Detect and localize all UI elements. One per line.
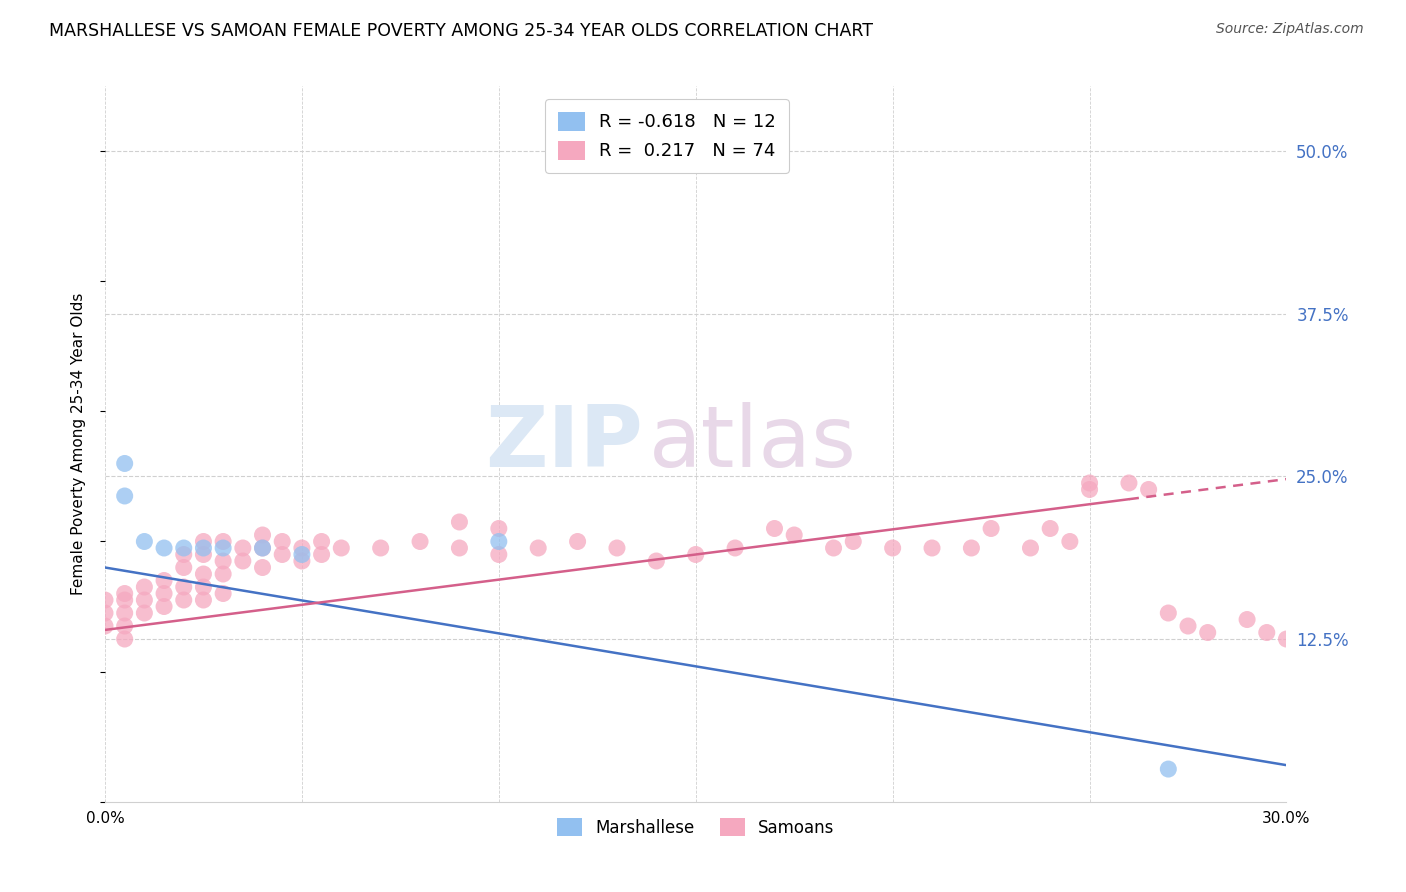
Point — [94, 619, 117, 633]
Point — [449, 515, 471, 529]
Point — [193, 567, 215, 582]
Point — [153, 541, 176, 555]
Point — [134, 580, 156, 594]
Point — [882, 541, 904, 555]
Point — [763, 521, 786, 535]
Point — [311, 548, 333, 562]
Point — [153, 586, 176, 600]
Point — [94, 593, 117, 607]
Point — [1078, 475, 1101, 490]
Point — [173, 548, 195, 562]
Point — [1118, 475, 1140, 490]
Point — [193, 580, 215, 594]
Point — [921, 541, 943, 555]
Point — [488, 548, 510, 562]
Point — [193, 593, 215, 607]
Point — [252, 541, 274, 555]
Point — [134, 593, 156, 607]
Point — [1059, 534, 1081, 549]
Point — [212, 541, 235, 555]
Point — [153, 574, 176, 588]
Point — [449, 541, 471, 555]
Point — [1078, 483, 1101, 497]
Point — [1019, 541, 1042, 555]
Point — [724, 541, 747, 555]
Y-axis label: Female Poverty Among 25-34 Year Olds: Female Poverty Among 25-34 Year Olds — [72, 293, 86, 595]
Point — [232, 554, 254, 568]
Point — [1275, 632, 1298, 646]
Point — [193, 534, 215, 549]
Point — [114, 593, 136, 607]
Text: ZIP: ZIP — [485, 402, 643, 485]
Point — [212, 534, 235, 549]
Point — [960, 541, 983, 555]
Point — [980, 521, 1002, 535]
Point — [173, 560, 195, 574]
Point — [271, 548, 294, 562]
Point — [291, 541, 314, 555]
Point — [685, 548, 707, 562]
Point — [114, 606, 136, 620]
Point — [606, 541, 628, 555]
Point — [193, 548, 215, 562]
Point — [134, 606, 156, 620]
Point — [212, 554, 235, 568]
Point — [783, 528, 806, 542]
Point — [291, 548, 314, 562]
Text: atlas: atlas — [648, 402, 856, 485]
Point — [134, 534, 156, 549]
Point — [488, 534, 510, 549]
Point — [842, 534, 865, 549]
Point — [1039, 521, 1062, 535]
Point — [409, 534, 432, 549]
Point — [94, 606, 117, 620]
Point — [271, 534, 294, 549]
Point — [1137, 483, 1160, 497]
Point — [193, 541, 215, 555]
Point — [527, 541, 550, 555]
Point — [1177, 619, 1199, 633]
Point — [232, 541, 254, 555]
Point — [1157, 762, 1180, 776]
Point — [173, 580, 195, 594]
Point — [1157, 606, 1180, 620]
Point — [212, 567, 235, 582]
Point — [114, 457, 136, 471]
Point — [567, 534, 589, 549]
Point — [1236, 613, 1258, 627]
Point — [173, 541, 195, 555]
Point — [311, 534, 333, 549]
Point — [488, 521, 510, 535]
Text: MARSHALLESE VS SAMOAN FEMALE POVERTY AMONG 25-34 YEAR OLDS CORRELATION CHART: MARSHALLESE VS SAMOAN FEMALE POVERTY AMO… — [49, 22, 873, 40]
Point — [212, 586, 235, 600]
Legend: Marshallese, Samoans: Marshallese, Samoans — [550, 812, 841, 843]
Point — [114, 619, 136, 633]
Point — [252, 560, 274, 574]
Point — [823, 541, 845, 555]
Point — [114, 632, 136, 646]
Point — [645, 554, 668, 568]
Point — [114, 489, 136, 503]
Point — [252, 528, 274, 542]
Point — [1256, 625, 1278, 640]
Point — [1197, 625, 1219, 640]
Point — [114, 586, 136, 600]
Point — [173, 593, 195, 607]
Point — [370, 541, 392, 555]
Point — [291, 554, 314, 568]
Text: Source: ZipAtlas.com: Source: ZipAtlas.com — [1216, 22, 1364, 37]
Point — [153, 599, 176, 614]
Point — [330, 541, 353, 555]
Point — [252, 541, 274, 555]
